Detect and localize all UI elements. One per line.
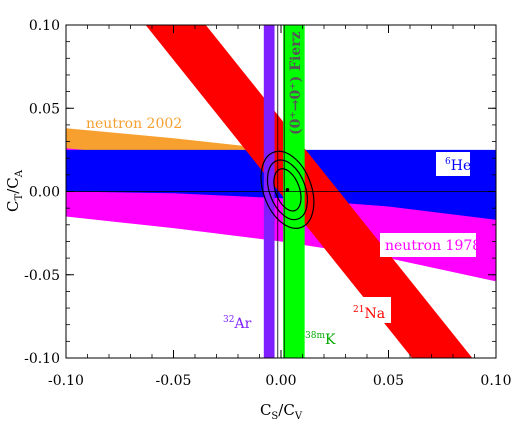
confidence-ellipse-1 [273, 168, 302, 212]
label-box-neutron1978 [380, 233, 476, 257]
ticks: -0.10 -0.05 0.00 0.05 0.10 -0.10 -0.05 0.00 0.05… [24, 18, 511, 389]
label-text-he6: 6He [445, 157, 471, 174]
confidence-ellipse-2 [266, 159, 309, 221]
label-text-k38m: 38mK [305, 331, 336, 348]
label-box-he6 [436, 152, 470, 176]
labels: neutron 2002 6He neutron 1978 21Na 32Ar 38mK (… [86, 31, 481, 348]
label-text-fierz: (0⁺→0⁺) Fierz [288, 31, 304, 135]
y-axis-label: CT/CA [4, 169, 25, 212]
y-tick-label-2: 0.00 [29, 185, 60, 201]
x-axis-label: CS/CV [260, 401, 303, 422]
y-tick-label-1: -0.05 [24, 268, 60, 284]
label-box-na21 [347, 297, 391, 323]
y-tick-label-0: -0.10 [24, 351, 60, 367]
x-tick-label-0: -0.10 [48, 373, 84, 389]
label-k38m: 38mK [305, 331, 336, 348]
x-tick-label-1: -0.05 [156, 373, 192, 389]
label-he6: 6He [436, 152, 471, 176]
label-ar32: 32Ar [223, 315, 252, 332]
label-text-na21: 21Na [353, 305, 385, 322]
label-neutron1978: neutron 1978 [380, 233, 481, 257]
x-tick-label-4: 0.10 [480, 373, 511, 389]
best-fit-point [285, 188, 290, 192]
y-tick-label-4: 0.10 [29, 18, 60, 34]
label-text-neutron2002: neutron 2002 [86, 116, 182, 132]
x-tick-label-2: 0.00 [265, 373, 296, 389]
label-text-ar32: 32Ar [223, 315, 252, 332]
x-tick-label-3: 0.05 [373, 373, 404, 389]
y-tick-label-3: 0.05 [29, 101, 60, 117]
overlay [66, 25, 496, 358]
label-na21: 21Na [347, 297, 391, 323]
confidence-ellipse-3 [260, 150, 315, 229]
label-text-neutron1978: neutron 1978 [385, 238, 481, 254]
label-neutron2002: neutron 2002 [86, 116, 182, 132]
